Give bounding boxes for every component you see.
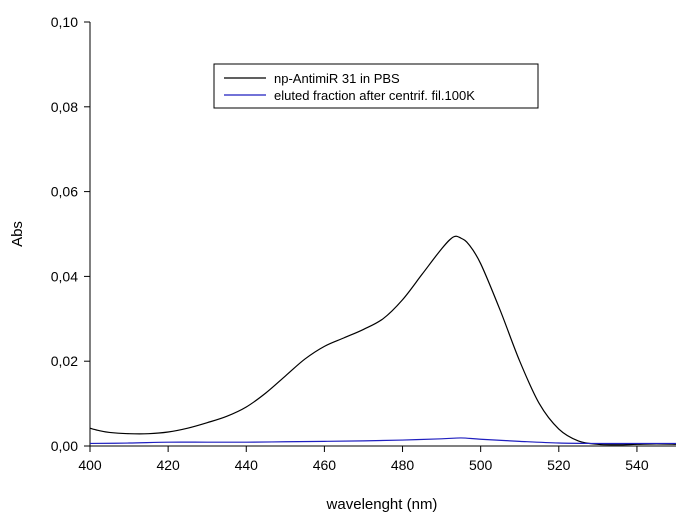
x-tick-label: 420 [156,457,180,473]
y-tick-label: 0,08 [51,99,78,115]
x-tick-label: 540 [625,457,649,473]
y-tick-label: 0,06 [51,184,78,200]
x-tick-label: 400 [78,457,102,473]
series-line-1 [89,235,676,446]
legend-label-1: np-AntimiR 31 in PBS [274,71,400,86]
y-tick-label: 0,04 [51,268,78,284]
x-axis-title: wavelenght (nm) [326,496,438,513]
y-tick-label: 0,10 [51,14,78,30]
legend-box [213,63,539,109]
legend-label-2: eluted fraction after centrif. fil.100K [274,88,475,103]
x-tick-label: 520 [547,457,571,473]
series-line-2 [89,437,676,445]
x-tick-label: 460 [313,457,337,473]
x-tick-label: 500 [469,457,493,473]
x-tick-label: 440 [235,457,259,473]
x-tick-label: 480 [391,457,415,473]
y-tick-label: 0,00 [51,438,78,454]
y-axis-title: Abs [9,221,26,247]
y-tick-label: 0,02 [51,353,78,369]
